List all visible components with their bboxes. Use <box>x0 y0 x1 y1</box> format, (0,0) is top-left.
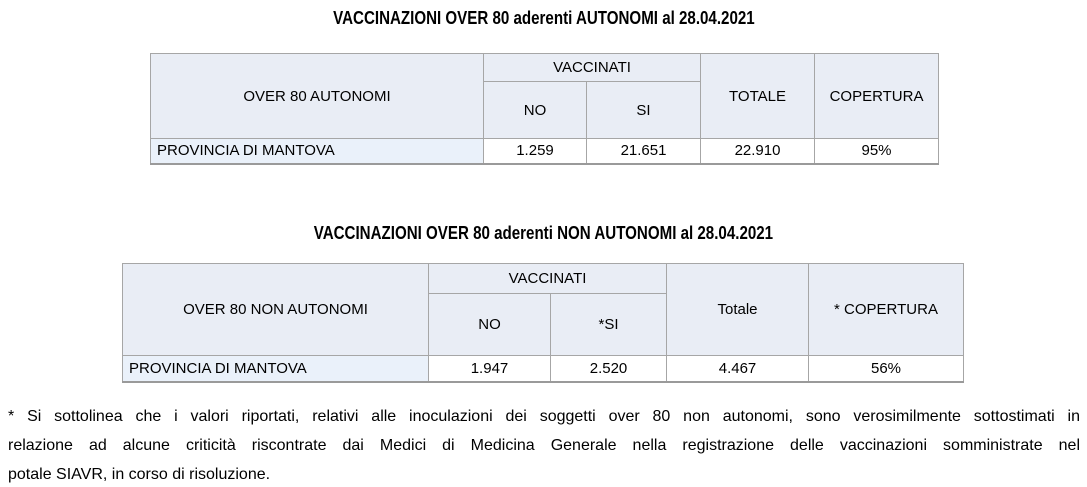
province-row-label: PROVINCIA DI MANTOVA <box>150 138 484 165</box>
copertura-value-cell: 56% <box>808 355 965 383</box>
no-value-cell: 1.947 <box>428 355 551 383</box>
totale-column-header: Totale <box>666 263 810 356</box>
table2-title-text: VACCINAZIONI OVER 80 aderenti NON AUTONO… <box>313 223 774 243</box>
table1-title-text: VACCINAZIONI OVER 80 aderenti AUTONOMI a… <box>332 8 755 28</box>
si-column-header: SI <box>585 81 702 139</box>
no-column-header: NO <box>483 81 587 139</box>
province-row-label: PROVINCIA DI MANTOVA <box>122 355 429 383</box>
corner-header-cell: OVER 80 AUTONOMI <box>150 53 484 139</box>
footnote-line: relazione ad alcune criticità riscontrat… <box>8 437 1080 454</box>
totale-value-cell: 22.910 <box>700 138 816 165</box>
copertura-column-header: COPERTURA <box>814 53 940 139</box>
si-value-cell: 21.651 <box>585 138 702 165</box>
no-column-header: NO <box>428 293 551 356</box>
footnote: * Si sottolinea che i valori riportati, … <box>8 402 1080 487</box>
vaccinati-group-header: VACCINATI <box>427 263 668 294</box>
copertura-column-header: * COPERTURA <box>808 263 965 356</box>
totale-value-cell: 4.467 <box>666 355 810 383</box>
si-column-header: *SI <box>549 293 668 356</box>
footnote-line: potale SIAVR, in corso di risoluzione. <box>8 466 271 483</box>
table1-title: VACCINAZIONI OVER 80 aderenti AUTONOMI a… <box>0 8 1087 29</box>
table-row: PROVINCIA DI MANTOVA 1.259 21.651 22.910… <box>150 138 940 165</box>
table2-title: VACCINAZIONI OVER 80 aderenti NON AUTONO… <box>0 223 1087 244</box>
corner-header-cell: OVER 80 NON AUTONOMI <box>122 263 429 356</box>
si-value-cell: 2.520 <box>549 355 668 383</box>
autonomi-table: OVER 80 AUTONOMI VACCINATI TOTALE COPERT… <box>150 53 940 165</box>
copertura-value-cell: 95% <box>814 138 940 165</box>
totale-column-header: TOTALE <box>700 53 816 139</box>
table-row: PROVINCIA DI MANTOVA 1.947 2.520 4.467 5… <box>122 355 965 383</box>
footnote-line: * Si sottolinea che i valori riportati, … <box>8 408 1080 425</box>
vaccinati-group-header: VACCINATI <box>482 53 702 82</box>
no-value-cell: 1.259 <box>483 138 587 165</box>
non-autonomi-table: OVER 80 NON AUTONOMI VACCINATI Totale * … <box>122 263 965 383</box>
